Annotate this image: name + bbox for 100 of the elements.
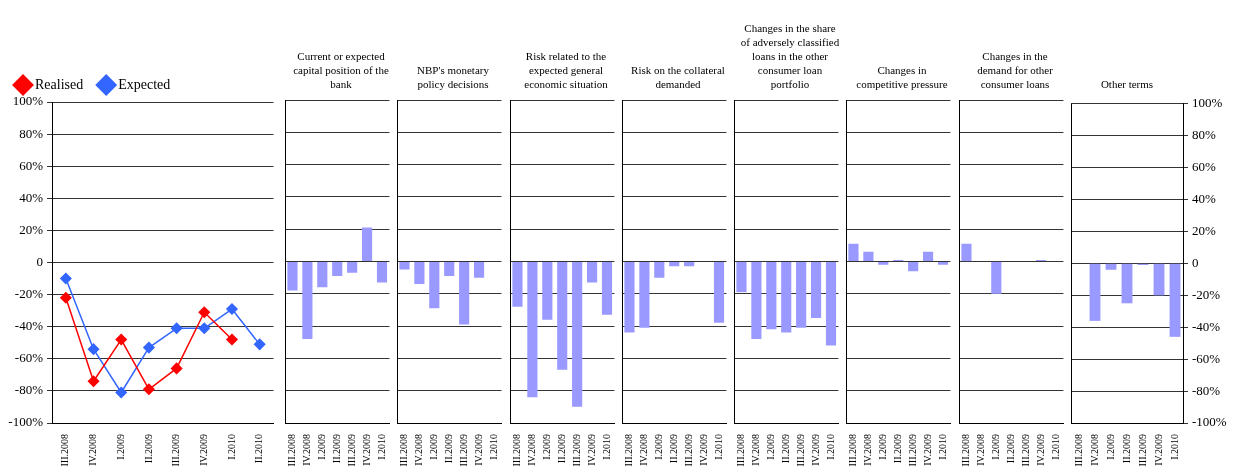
x-tick-label: II.2009	[891, 434, 903, 464]
x-tick-label: IV.2008	[975, 434, 987, 466]
x-tick-label: IV.2009	[197, 434, 209, 466]
x-tick-label: III.2009	[906, 434, 918, 467]
x-tick-label: III.2008	[59, 434, 71, 467]
point	[170, 362, 183, 375]
chart-title: Changes in the demand for other consumer loans	[976, 49, 1054, 91]
chart-title: NBP's monetary policy decisions	[416, 63, 490, 91]
chart-title: Changes in the share of adversely classified loans in the other consumer loan portfolio	[740, 21, 840, 91]
point	[115, 333, 127, 346]
x-tick-label: I.2009	[876, 434, 888, 460]
x-tick-label: IV.2009	[472, 434, 484, 466]
y-tick-label: 20%	[19, 221, 44, 237]
y-tick-label: 20%	[1192, 222, 1216, 238]
point	[143, 341, 155, 354]
point	[226, 333, 238, 346]
x-tick-label: IV.2008	[301, 434, 313, 466]
y-tick-label: -80%	[14, 382, 44, 398]
x-tick-label: II.2009	[555, 434, 567, 464]
y-tick-label: -100%	[8, 414, 44, 430]
x-tick-label: IV.2009	[1152, 434, 1164, 466]
x-tick-label: III.2008	[847, 434, 859, 467]
x-tick-label: III.2009	[345, 434, 357, 467]
bar	[878, 261, 889, 265]
x-tick-label: II.2009	[779, 434, 791, 464]
bar	[923, 251, 934, 262]
y-tick-label: 60%	[19, 157, 44, 173]
bar	[937, 261, 949, 265]
x-tick-label: III.2008	[623, 434, 635, 467]
x-tick-label: I.2009	[764, 434, 776, 460]
x-tick-label: III.2008	[286, 434, 298, 467]
y-tick-label: -40%	[14, 318, 44, 334]
x-tick-label: III.2008	[511, 434, 523, 467]
x-tick-label: IV.2009	[585, 434, 597, 466]
point	[226, 303, 238, 315]
x-tick-label: III.2008	[960, 434, 972, 467]
x-tick-label: II.2009	[142, 434, 154, 464]
point	[60, 272, 72, 285]
y-tick-label: -100%	[1192, 414, 1227, 430]
x-tick-label: IV.2008	[750, 434, 762, 466]
x-tick-label: I.2009	[315, 434, 327, 460]
x-tick-label: I.2010	[375, 434, 387, 460]
y-tick-label: 0	[36, 253, 43, 269]
y-tick-label: -20%	[14, 286, 44, 302]
x-tick-label: I.2009	[989, 434, 1001, 460]
point	[198, 322, 211, 335]
y-tick-label: -60%	[1192, 350, 1221, 366]
x-tick-label: I.2010	[600, 434, 612, 460]
bar	[848, 243, 859, 262]
x-tick-label: IV.2009	[921, 434, 933, 466]
legend-label: Expected	[118, 76, 171, 92]
x-tick-label: III.2008	[735, 434, 747, 467]
x-tick-label: I.2010	[1168, 434, 1180, 460]
x-tick-label: IV.2009	[697, 434, 709, 466]
x-tick-label: I.2010	[712, 434, 724, 460]
point	[143, 383, 155, 396]
y-tick-label: 100%	[12, 93, 44, 109]
point	[60, 292, 72, 304]
x-tick-label: IV.2009	[1034, 434, 1046, 466]
bar	[863, 251, 874, 262]
x-tick-label: II.2009	[442, 434, 454, 464]
x-tick-label: I.2009	[652, 434, 664, 460]
x-tick-label: III.2009	[1136, 434, 1148, 467]
chart-title: Risk on the collateral demanded	[630, 63, 726, 91]
y-tick-label: -60%	[14, 350, 44, 366]
y-tick-label: -20%	[1192, 286, 1221, 302]
x-tick-label: I.2010	[824, 434, 836, 460]
bar	[908, 261, 919, 272]
x-tick-label: III.2009	[170, 434, 182, 467]
chart-title: Risk related to the expected general economic situation	[523, 49, 609, 91]
y-tick-label: -40%	[1192, 318, 1221, 334]
point	[115, 386, 127, 399]
x-tick-label: III.2009	[682, 434, 694, 467]
y-tick-label: 40%	[19, 189, 44, 205]
x-tick-label: IV.2008	[413, 434, 425, 466]
x-tick-label: IV.2008	[526, 434, 538, 466]
x-tick-label: I.2010	[225, 434, 237, 460]
x-tick-label: II.2009	[667, 434, 679, 464]
x-tick-label: I.2009	[114, 434, 126, 460]
x-tick-label: I.2010	[487, 434, 499, 460]
x-tick-label: IV.2008	[1088, 434, 1100, 466]
point	[170, 322, 183, 335]
x-tick-label: I.2010	[936, 434, 948, 460]
x-tick-label: III.2009	[457, 434, 469, 467]
x-tick-label: IV.2008	[638, 434, 650, 466]
x-tick-label: III.2008	[398, 434, 410, 467]
x-tick-label: I.2010	[1049, 434, 1061, 460]
y-tick-label: 0	[1192, 254, 1199, 270]
x-tick-label: I.2009	[427, 434, 439, 460]
x-tick-label: IV.2008	[862, 434, 874, 466]
x-tick-label: IV.2008	[87, 434, 99, 466]
x-tick-label: III.2009	[1019, 434, 1031, 467]
x-tick-label: II.2009	[330, 434, 342, 464]
point	[198, 306, 211, 319]
legend-label: Realised	[35, 76, 84, 92]
y-tick-label: 40%	[1192, 190, 1216, 206]
x-tick-label: III.2009	[794, 434, 806, 467]
x-tick-label: II.2010	[253, 434, 265, 464]
point	[87, 375, 100, 388]
x-tick-label: III.2009	[570, 434, 582, 467]
